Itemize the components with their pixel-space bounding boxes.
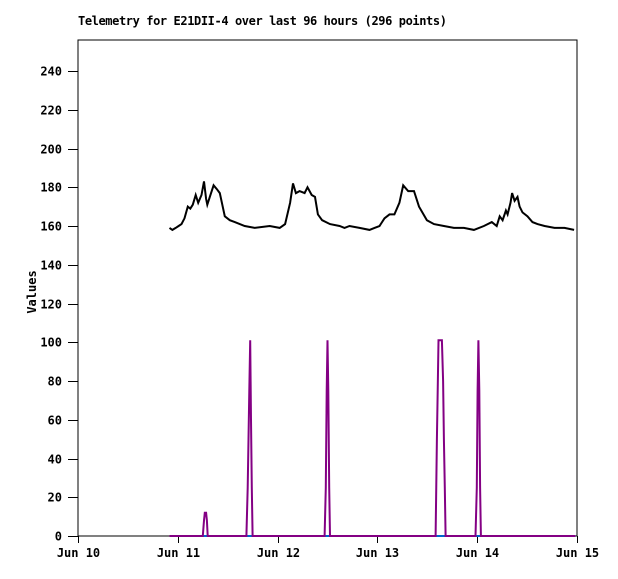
y-tick-label: 120 (40, 298, 62, 312)
y-tick-label: 20 (48, 491, 62, 505)
y-tick-label: 40 (48, 453, 62, 467)
y-tick-label: 0 (55, 530, 62, 544)
y-tick-label: 60 (48, 414, 62, 428)
y-tick-label: 180 (40, 181, 62, 195)
x-tick-label: Jun 10 (57, 546, 100, 560)
series-black-line (168, 181, 575, 232)
y-tick-label: 160 (40, 220, 62, 234)
x-tick-label: Jun 11 (157, 546, 200, 560)
x-tick-label: Jun 12 (257, 546, 300, 560)
plot-border (77, 39, 578, 537)
x-tick-label: Jun 15 (556, 546, 599, 560)
y-tick-label: 100 (40, 336, 62, 350)
chart-title: Telemetry for E21DII-4 over last 96 hour… (78, 14, 447, 28)
series-purple-line (169, 339, 576, 537)
y-tick-label: 240 (40, 65, 62, 79)
y-tick-label: 220 (40, 104, 62, 118)
x-tick-label: Jun 13 (356, 546, 399, 560)
y-tick-label: 140 (40, 259, 62, 273)
y-tick-label: 200 (40, 143, 62, 157)
y-tick-label: 80 (48, 375, 62, 389)
x-tick-label: Jun 14 (456, 546, 499, 560)
